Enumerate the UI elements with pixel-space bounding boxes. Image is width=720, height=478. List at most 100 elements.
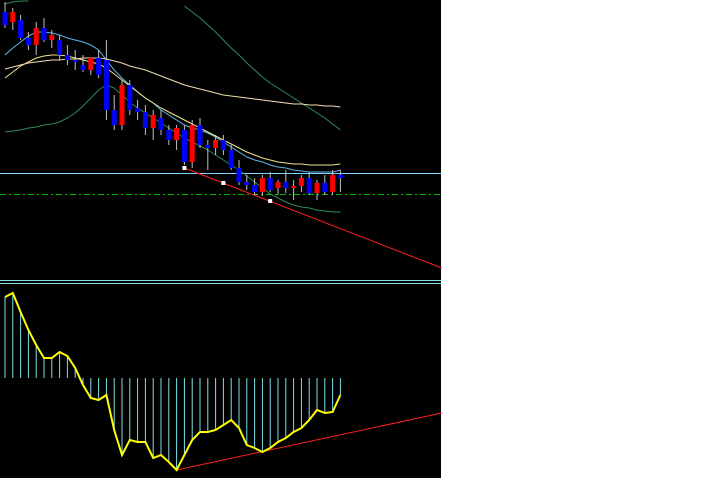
histogram-bar [222,378,224,425]
touch-marker [221,181,226,185]
candle-body [213,140,219,148]
candle-body [103,60,109,110]
candle-body [33,28,39,45]
touch-marker [182,166,187,170]
indicator-line [4,84,341,213]
candle-body [142,112,148,128]
histogram-bar [168,378,170,462]
histogram-bar [35,345,37,378]
histogram-bar [277,378,279,442]
histogram-bar [98,378,100,400]
candle-body [72,60,78,62]
histogram-bar [246,378,248,445]
histogram-bar [332,378,334,412]
histogram-bar [12,293,14,378]
candle-body [205,145,211,148]
histogram-bar [43,358,45,378]
histogram-bar [160,378,162,455]
histogram-bar [20,312,22,378]
histogram-bar [199,378,201,432]
histogram-bar [293,378,295,432]
histogram-bar [269,378,271,448]
histogram-bar [121,378,123,455]
touch-marker [268,199,273,203]
histogram-bar [4,297,6,378]
candle-body [96,58,102,75]
candle-body [275,182,281,188]
histogram-bar [144,378,146,442]
histogram-bar [90,378,92,398]
trendline [176,412,442,471]
histogram-bar [308,378,310,420]
candle-body [314,183,320,193]
histogram-bar [207,378,209,432]
candle-body [2,12,8,25]
histogram-bar [27,330,29,378]
oscillator-panel [4,291,442,472]
indicator-line [4,54,341,166]
candle-body [127,85,133,110]
histogram-bar [66,356,68,378]
candle-body [244,182,250,185]
price-panel [0,0,442,269]
candle-body [259,178,265,192]
candle-body [135,108,141,112]
candle-body [41,28,47,40]
histogram-bar [339,378,341,395]
candle-body [119,85,125,125]
histogram-bar [152,378,154,458]
histogram-bar [129,378,131,440]
candle-body [252,185,258,192]
candle-body [64,55,70,60]
histogram-bar [324,378,326,413]
histogram-bar [316,378,318,410]
candle-body [283,182,289,188]
candle-body [57,40,63,55]
histogram-bar [59,352,61,378]
histogram-bar [74,368,76,378]
candle-body [306,178,312,193]
oscillator-line [4,291,342,472]
trendline [184,167,442,269]
candle-body [197,125,203,145]
histogram-bar [113,378,115,430]
chart-background [0,0,441,478]
indicator-line [4,0,341,131]
candle-body [298,178,304,186]
candle-body [18,20,24,38]
candle-body [330,175,336,192]
histogram-bar [215,378,217,430]
candle-body [166,130,172,140]
histogram-bar [254,378,256,448]
histogram-bar [176,378,178,470]
candle-body [267,178,273,190]
histogram-bar [51,358,53,378]
candle-body [228,150,234,168]
candle-body [291,186,297,188]
candle-body [80,65,86,70]
histogram-bar [105,378,107,395]
candle-body [25,38,31,45]
indicator-line [4,57,341,108]
candle-body [174,128,180,140]
candle-body [322,183,328,192]
histogram-bar [183,378,185,455]
candle-body [181,130,187,162]
candle-body [150,115,156,128]
indicator-line [4,31,341,173]
candle-body [337,175,343,178]
histogram-bar [191,378,193,440]
candle-body [88,58,94,70]
candle-body [236,168,242,182]
candle-body [49,35,55,40]
histogram-bar [230,378,232,420]
histogram-bar [285,378,287,438]
histogram-bar [261,378,263,452]
histogram-bar [82,378,84,385]
candle-body [111,110,117,125]
histogram-bar [300,378,302,428]
candle-body [158,118,164,130]
candle-body [10,12,16,22]
histogram-bar [238,378,240,428]
